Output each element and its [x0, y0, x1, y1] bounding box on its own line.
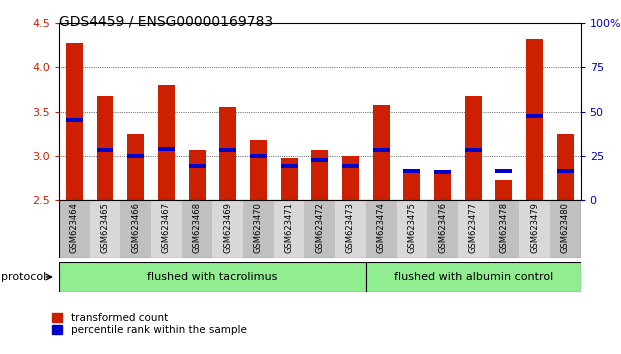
Bar: [465, 148, 482, 152]
Text: GSM623479: GSM623479: [530, 202, 539, 253]
Bar: [59, 262, 366, 292]
Bar: [526, 39, 543, 200]
Text: protocol: protocol: [1, 272, 47, 282]
Bar: [66, 44, 83, 200]
Bar: [243, 200, 274, 258]
Bar: [404, 171, 420, 200]
Bar: [250, 154, 267, 158]
Bar: [97, 148, 114, 152]
Text: GSM623469: GSM623469: [224, 202, 232, 253]
Bar: [250, 140, 267, 200]
Bar: [151, 200, 182, 258]
Bar: [434, 172, 451, 200]
Text: GSM623468: GSM623468: [193, 202, 202, 253]
Text: GSM623472: GSM623472: [315, 202, 324, 253]
Bar: [465, 96, 482, 200]
Bar: [373, 148, 389, 152]
Bar: [182, 200, 212, 258]
Text: GSM623477: GSM623477: [469, 202, 478, 253]
Bar: [366, 200, 397, 258]
Bar: [59, 200, 89, 258]
Text: GSM623478: GSM623478: [499, 202, 509, 253]
Text: GSM623475: GSM623475: [407, 202, 416, 253]
Bar: [434, 170, 451, 174]
Bar: [557, 169, 574, 173]
Bar: [519, 200, 550, 258]
Bar: [496, 180, 512, 200]
Text: GSM623470: GSM623470: [254, 202, 263, 253]
Bar: [158, 85, 175, 200]
Bar: [212, 200, 243, 258]
Bar: [189, 164, 206, 169]
Text: GDS4459 / ENSG00000169783: GDS4459 / ENSG00000169783: [59, 14, 273, 28]
Legend: transformed count, percentile rank within the sample: transformed count, percentile rank withi…: [52, 313, 247, 335]
Bar: [311, 158, 329, 162]
Bar: [66, 118, 83, 122]
Bar: [304, 200, 335, 258]
Bar: [458, 200, 489, 258]
Bar: [127, 154, 144, 158]
Text: GSM623465: GSM623465: [101, 202, 109, 253]
Bar: [127, 133, 144, 200]
Bar: [342, 164, 359, 169]
Bar: [342, 156, 359, 200]
Bar: [550, 200, 581, 258]
Bar: [219, 107, 236, 200]
Bar: [526, 114, 543, 118]
Text: GSM623464: GSM623464: [70, 202, 79, 253]
Bar: [397, 200, 427, 258]
Bar: [120, 200, 151, 258]
Bar: [219, 148, 236, 152]
Bar: [89, 200, 120, 258]
Bar: [489, 200, 519, 258]
Text: GSM623473: GSM623473: [346, 202, 355, 253]
Text: GSM623480: GSM623480: [561, 202, 570, 253]
Bar: [404, 169, 420, 173]
Text: flushed with tacrolimus: flushed with tacrolimus: [147, 272, 278, 282]
Bar: [281, 158, 297, 200]
Bar: [158, 147, 175, 151]
Bar: [366, 262, 581, 292]
Bar: [311, 149, 329, 200]
Bar: [97, 97, 114, 200]
Bar: [274, 200, 304, 258]
Text: GSM623476: GSM623476: [438, 202, 447, 253]
Bar: [557, 133, 574, 200]
Text: GSM623471: GSM623471: [284, 202, 294, 253]
Bar: [335, 200, 366, 258]
Bar: [281, 164, 297, 169]
Bar: [189, 149, 206, 200]
Text: GSM623466: GSM623466: [131, 202, 140, 253]
Text: GSM623474: GSM623474: [377, 202, 386, 253]
Text: flushed with albumin control: flushed with albumin control: [394, 272, 553, 282]
Bar: [373, 105, 389, 200]
Text: GSM623467: GSM623467: [162, 202, 171, 253]
Bar: [496, 169, 512, 173]
Bar: [427, 200, 458, 258]
